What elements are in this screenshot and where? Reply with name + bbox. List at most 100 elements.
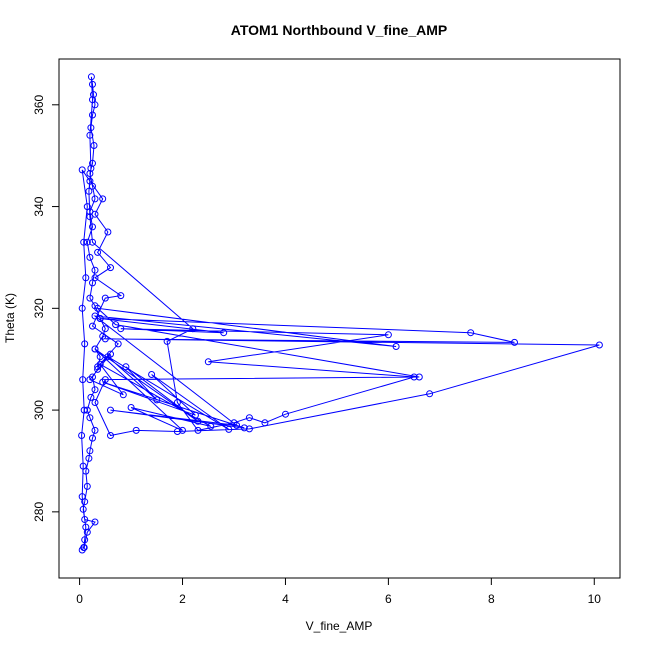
data-point	[78, 432, 86, 439]
data-point	[415, 373, 423, 381]
data-point	[245, 414, 253, 422]
data-point	[86, 447, 94, 455]
data-point	[91, 312, 99, 320]
x-tick-label: 4	[282, 592, 289, 606]
data-point	[91, 345, 99, 353]
data-point	[91, 399, 99, 406]
data-point	[86, 376, 94, 384]
data-point	[82, 523, 90, 531]
data-point	[179, 426, 186, 434]
y-tick-label: 280	[32, 502, 46, 522]
data-point	[80, 238, 88, 246]
data-point	[86, 170, 94, 177]
y-axis-label: Theta (K)	[3, 293, 17, 343]
data-point	[173, 399, 181, 406]
data-point	[90, 142, 98, 149]
data-point	[80, 544, 88, 551]
data-point	[91, 210, 99, 218]
data-point	[80, 406, 88, 414]
data-point	[83, 203, 91, 211]
x-tick-label: 10	[588, 592, 602, 606]
data-point	[240, 424, 248, 432]
data-point	[89, 322, 96, 330]
data-point	[79, 376, 87, 384]
data-point	[81, 516, 89, 523]
x-tick-label: 8	[488, 592, 495, 606]
y-tick-label: 360	[32, 94, 46, 114]
data-point	[83, 238, 91, 246]
data-point	[91, 195, 99, 203]
data-point	[85, 454, 93, 462]
series-line	[81, 76, 600, 551]
data-point	[117, 292, 125, 300]
data-point	[89, 238, 96, 246]
data-point	[148, 371, 156, 378]
data-point	[245, 425, 253, 433]
data-point	[426, 390, 434, 398]
data-point	[99, 378, 107, 386]
data-point	[89, 80, 96, 88]
data-point	[392, 343, 400, 350]
data-point	[220, 329, 228, 337]
data-point	[101, 335, 109, 343]
data-point	[82, 274, 90, 282]
data-point	[86, 177, 94, 185]
data-point	[122, 363, 130, 371]
data-point	[153, 396, 161, 404]
data-point	[107, 264, 114, 272]
y-tick-label: 320	[32, 298, 46, 318]
data-point	[91, 386, 99, 394]
data-point	[87, 164, 95, 172]
data-point	[87, 73, 95, 81]
data-point	[96, 353, 104, 361]
data-point	[191, 411, 199, 419]
data-point	[101, 325, 109, 333]
data-point	[99, 195, 107, 203]
data-point	[132, 426, 140, 434]
data-point	[91, 266, 99, 274]
data-point	[233, 421, 241, 429]
y-tick-label: 340	[32, 196, 46, 216]
data-point	[595, 341, 603, 349]
data-point	[86, 131, 94, 139]
data-point	[89, 434, 96, 442]
data-point	[511, 338, 518, 346]
data-point	[86, 414, 94, 422]
data-point	[83, 528, 91, 536]
data-point	[86, 294, 94, 302]
plot-frame	[58, 58, 621, 579]
data-point	[467, 329, 475, 337]
data-point	[91, 426, 99, 434]
data-point	[94, 304, 102, 312]
data-point	[384, 331, 392, 339]
data-point	[282, 410, 289, 418]
data-point	[87, 393, 95, 401]
data-point	[207, 422, 215, 430]
data-point	[173, 428, 181, 435]
data-point	[261, 419, 269, 427]
data-point	[117, 325, 125, 333]
data-point	[112, 321, 120, 329]
data-point	[89, 111, 96, 119]
data-point	[78, 304, 86, 312]
data-point	[114, 340, 122, 348]
data-point	[107, 406, 114, 414]
data-point	[107, 350, 114, 358]
data-point	[101, 294, 109, 302]
data-point	[87, 124, 95, 132]
data-point	[81, 340, 89, 348]
data-point	[194, 417, 202, 425]
data-point	[94, 248, 102, 256]
data-point	[78, 166, 86, 174]
data-point	[91, 274, 99, 282]
chart-title: ATOM1 Northbound V_fine_AMP	[231, 22, 447, 38]
data-point	[85, 187, 93, 195]
data-point	[89, 223, 96, 231]
data-point	[79, 505, 87, 513]
data-point	[194, 426, 202, 434]
data-point	[90, 91, 97, 99]
data-point	[204, 358, 212, 366]
